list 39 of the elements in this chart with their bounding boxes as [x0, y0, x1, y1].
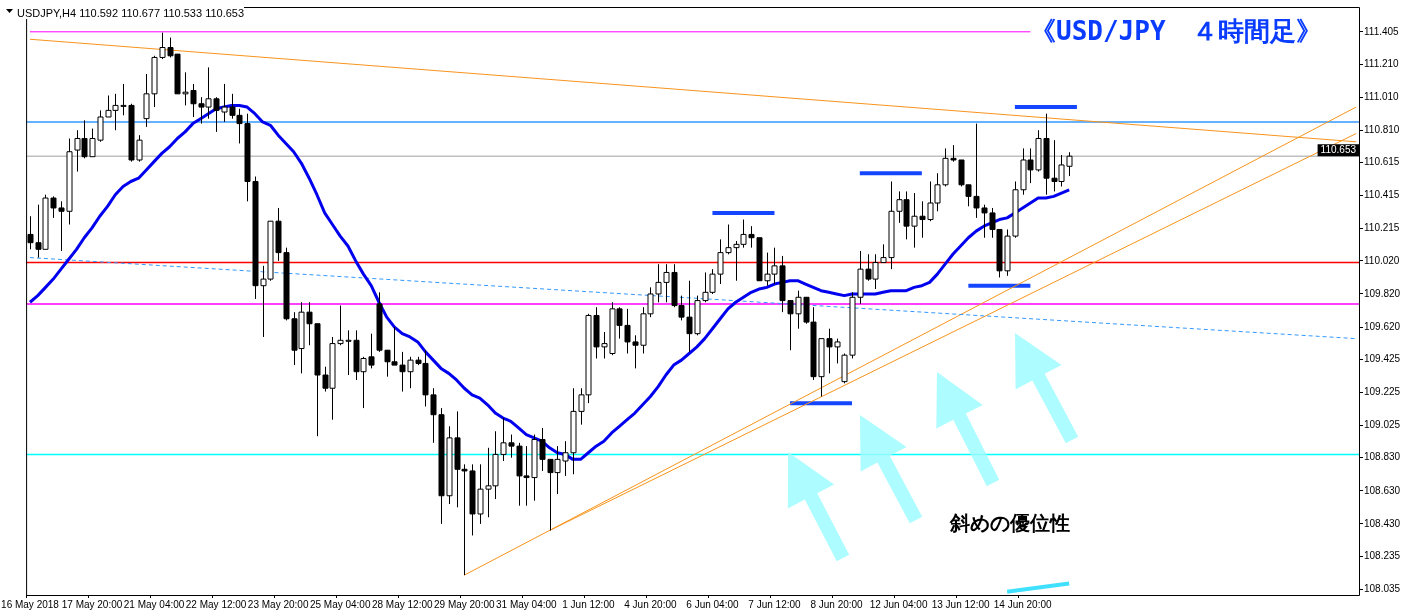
x-tick-label: 13 Jun 12:00: [931, 598, 990, 610]
x-tick-label: 4 Jun 20:00: [624, 598, 677, 610]
y-tick-label: 110.615: [1364, 156, 1400, 168]
x-tick-label: 28 May 12:00: [371, 598, 433, 610]
y-tick-label: 111.010: [1364, 90, 1400, 102]
y-tick-label: 108.830: [1364, 451, 1401, 463]
annotation: 斜めの優位性: [950, 511, 1070, 536]
x-tick-label: 31 May 04:00: [496, 598, 558, 610]
x-tick-label: 8 Jun 20:00: [810, 598, 864, 610]
x-tick-label: 7 Jun 12:00: [748, 598, 802, 610]
x-tick-label: 23 May 20:00: [247, 598, 309, 610]
y-tick-label: 110.215: [1364, 222, 1400, 234]
y-tick-label: 110.415: [1364, 189, 1400, 201]
chart-title: 《USD/JPY ４時間足》: [1030, 15, 1322, 48]
y-tick-label: 109.025: [1364, 419, 1401, 431]
x-tick-label: 29 May 20:00: [433, 598, 495, 610]
x-tick-label: 1 Jun 12:00: [562, 598, 615, 610]
y-tick-label: 110.020: [1364, 254, 1400, 266]
x-tick-label: 16 May 2018: [1, 598, 60, 610]
y-tick-label: 110.810: [1364, 123, 1400, 135]
y-tick-label: 108.430: [1364, 517, 1401, 529]
x-tick-label: 21 May 04:00: [123, 598, 185, 610]
y-tick-label: 109.425: [1364, 353, 1401, 365]
y-tick-label: 108.035: [1364, 582, 1401, 594]
x-tick-label: 25 May 04:00: [309, 598, 371, 610]
y-tick-label: 109.820: [1364, 287, 1401, 299]
y-tick-label: 108.235: [1364, 549, 1401, 561]
ref-line-label: 110.653: [1320, 143, 1357, 155]
x-tick-label: 14 Jun 20:00: [993, 598, 1052, 610]
y-tick-label: 109.620: [1364, 320, 1401, 332]
x-tick-label: 6 Jun 04:00: [686, 598, 740, 610]
y-tick-label: 111.405: [1364, 25, 1400, 37]
y-tick-label: 108.630: [1364, 484, 1401, 496]
x-tick-label: 12 Jun 04:00: [869, 598, 928, 610]
chart-subtitle: USDJPY,H4 110.592 110.677 110.533 110.653: [17, 7, 245, 19]
y-tick-label: 109.225: [1364, 386, 1401, 398]
x-tick-label: 17 May 20:00: [61, 598, 123, 610]
x-tick-label: 22 May 12:00: [185, 598, 247, 610]
y-tick-label: 111.210: [1364, 57, 1400, 69]
